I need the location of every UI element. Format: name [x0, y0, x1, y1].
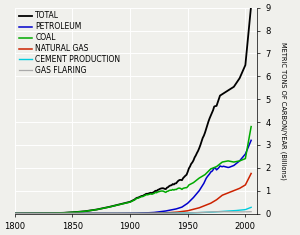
- Y-axis label: METRIC TONS OF CARBON/YEAR (Billions): METRIC TONS OF CARBON/YEAR (Billions): [280, 42, 287, 180]
- GAS FLARING: [249, 210, 253, 213]
- COAL: [80, 210, 83, 213]
- PETROLEUM: [80, 212, 83, 215]
- CEMENT PRODUCTION: [80, 212, 83, 215]
- Line: CEMENT PRODUCTION: CEMENT PRODUCTION: [15, 207, 251, 214]
- CEMENT PRODUCTION: [51, 212, 55, 215]
- TOTAL: [13, 212, 16, 215]
- PETROLEUM: [16, 212, 20, 215]
- NATURAL GAS: [13, 212, 16, 215]
- Line: TOTAL: TOTAL: [15, 5, 251, 213]
- PETROLEUM: [37, 212, 41, 215]
- COAL: [37, 212, 41, 215]
- NATURAL GAS: [16, 212, 20, 215]
- Line: COAL: COAL: [15, 127, 251, 213]
- Line: NATURAL GAS: NATURAL GAS: [15, 173, 251, 214]
- NATURAL GAS: [104, 212, 108, 215]
- NATURAL GAS: [249, 172, 253, 175]
- GAS FLARING: [37, 212, 41, 215]
- Line: GAS FLARING: GAS FLARING: [15, 212, 251, 214]
- CEMENT PRODUCTION: [37, 212, 41, 215]
- CEMENT PRODUCTION: [249, 206, 253, 209]
- COAL: [104, 206, 108, 209]
- GAS FLARING: [104, 212, 108, 215]
- TOTAL: [51, 212, 55, 215]
- GAS FLARING: [16, 212, 20, 215]
- COAL: [51, 212, 55, 215]
- CEMENT PRODUCTION: [13, 212, 16, 215]
- PETROLEUM: [231, 164, 235, 167]
- COAL: [249, 125, 253, 128]
- Legend: TOTAL, PETROLEUM, COAL, NATURAL GAS, CEMENT PRODUCTION, GAS FLARING: TOTAL, PETROLEUM, COAL, NATURAL GAS, CEM…: [17, 10, 122, 77]
- GAS FLARING: [51, 212, 55, 215]
- TOTAL: [80, 210, 83, 213]
- COAL: [13, 212, 16, 215]
- GAS FLARING: [80, 212, 83, 215]
- GAS FLARING: [13, 212, 16, 215]
- Line: PETROLEUM: PETROLEUM: [15, 140, 251, 214]
- TOTAL: [37, 212, 41, 215]
- PETROLEUM: [104, 212, 108, 215]
- NATURAL GAS: [231, 190, 235, 192]
- PETROLEUM: [51, 212, 55, 215]
- NATURAL GAS: [51, 212, 55, 215]
- COAL: [231, 161, 235, 163]
- GAS FLARING: [215, 210, 218, 213]
- CEMENT PRODUCTION: [16, 212, 20, 215]
- PETROLEUM: [13, 212, 16, 215]
- TOTAL: [249, 4, 253, 7]
- PETROLEUM: [249, 139, 253, 142]
- TOTAL: [231, 86, 235, 89]
- CEMENT PRODUCTION: [104, 212, 108, 215]
- TOTAL: [104, 206, 108, 209]
- TOTAL: [16, 212, 20, 215]
- CEMENT PRODUCTION: [231, 209, 235, 212]
- COAL: [16, 212, 20, 215]
- GAS FLARING: [232, 211, 236, 213]
- NATURAL GAS: [80, 212, 83, 215]
- NATURAL GAS: [37, 212, 41, 215]
